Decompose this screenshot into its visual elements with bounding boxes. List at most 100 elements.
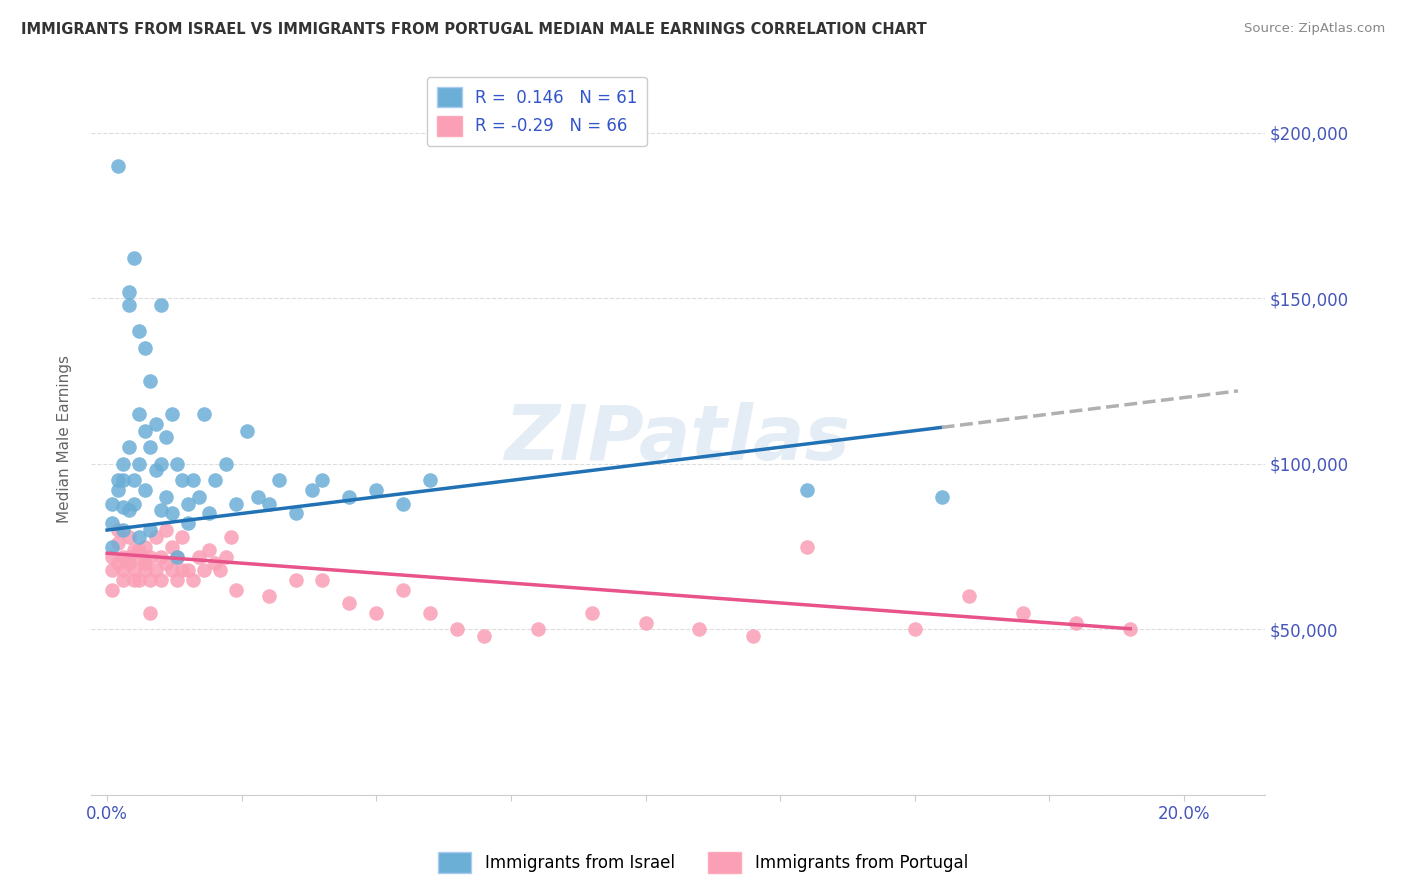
Point	[117, 556, 139, 570]
Point	[166, 457, 188, 471]
Point	[172, 474, 194, 488]
Point	[134, 424, 156, 438]
Point	[155, 523, 177, 537]
Point	[122, 573, 145, 587]
Point	[155, 556, 177, 570]
Point	[527, 623, 550, 637]
Point	[112, 563, 135, 577]
Point	[688, 623, 710, 637]
Point	[160, 563, 183, 577]
Point	[112, 474, 135, 488]
Point	[339, 490, 361, 504]
Point	[214, 549, 236, 564]
Point	[145, 463, 167, 477]
Point	[957, 590, 980, 604]
Point	[160, 407, 183, 421]
Point	[139, 606, 162, 620]
Point	[177, 497, 200, 511]
Point	[134, 556, 156, 570]
Point	[112, 549, 135, 564]
Point	[107, 523, 129, 537]
Point	[904, 623, 927, 637]
Point	[166, 549, 188, 564]
Point	[198, 543, 221, 558]
Point	[107, 536, 129, 550]
Point	[117, 440, 139, 454]
Point	[311, 573, 333, 587]
Point	[101, 549, 124, 564]
Point	[257, 497, 280, 511]
Point	[134, 540, 156, 554]
Point	[160, 540, 183, 554]
Point	[134, 483, 156, 498]
Point	[446, 623, 468, 637]
Point	[419, 474, 441, 488]
Point	[392, 582, 415, 597]
Point	[101, 582, 124, 597]
Point	[392, 497, 415, 511]
Point	[117, 549, 139, 564]
Point	[166, 573, 188, 587]
Point	[172, 563, 194, 577]
Point	[145, 530, 167, 544]
Point	[187, 549, 209, 564]
Point	[149, 503, 172, 517]
Point	[193, 407, 215, 421]
Point	[246, 490, 269, 504]
Point	[219, 530, 242, 544]
Point	[204, 556, 226, 570]
Text: IMMIGRANTS FROM ISRAEL VS IMMIGRANTS FROM PORTUGAL MEDIAN MALE EARNINGS CORRELAT: IMMIGRANTS FROM ISRAEL VS IMMIGRANTS FRO…	[21, 22, 927, 37]
Point	[366, 483, 388, 498]
Point	[284, 573, 307, 587]
Y-axis label: Median Male Earnings: Median Male Earnings	[58, 355, 72, 523]
Point	[931, 490, 953, 504]
Legend: Immigrants from Israel, Immigrants from Portugal: Immigrants from Israel, Immigrants from …	[432, 846, 974, 880]
Point	[634, 615, 657, 630]
Point	[796, 483, 818, 498]
Point	[225, 497, 247, 511]
Point	[166, 549, 188, 564]
Point	[139, 573, 162, 587]
Point	[112, 500, 135, 514]
Point	[128, 457, 150, 471]
Point	[122, 543, 145, 558]
Point	[112, 573, 135, 587]
Point	[742, 629, 765, 643]
Legend: R =  0.146   N = 61, R = -0.29   N = 66: R = 0.146 N = 61, R = -0.29 N = 66	[426, 77, 647, 146]
Point	[155, 430, 177, 444]
Point	[155, 490, 177, 504]
Point	[128, 573, 150, 587]
Point	[301, 483, 323, 498]
Point	[107, 556, 129, 570]
Text: ZIPatlas: ZIPatlas	[505, 402, 851, 476]
Point	[128, 543, 150, 558]
Point	[209, 563, 232, 577]
Point	[101, 563, 124, 577]
Point	[419, 606, 441, 620]
Point	[177, 516, 200, 531]
Point	[149, 573, 172, 587]
Point	[139, 374, 162, 388]
Point	[117, 503, 139, 517]
Point	[101, 516, 124, 531]
Point	[117, 530, 139, 544]
Point	[204, 474, 226, 488]
Point	[1011, 606, 1033, 620]
Point	[1119, 623, 1142, 637]
Point	[139, 549, 162, 564]
Point	[122, 497, 145, 511]
Point	[796, 540, 818, 554]
Point	[128, 407, 150, 421]
Point	[112, 523, 135, 537]
Point	[149, 549, 172, 564]
Point	[117, 285, 139, 299]
Point	[225, 582, 247, 597]
Point	[101, 497, 124, 511]
Point	[101, 540, 124, 554]
Point	[198, 507, 221, 521]
Text: Source: ZipAtlas.com: Source: ZipAtlas.com	[1244, 22, 1385, 36]
Point	[1066, 615, 1088, 630]
Point	[181, 474, 204, 488]
Point	[284, 507, 307, 521]
Point	[366, 606, 388, 620]
